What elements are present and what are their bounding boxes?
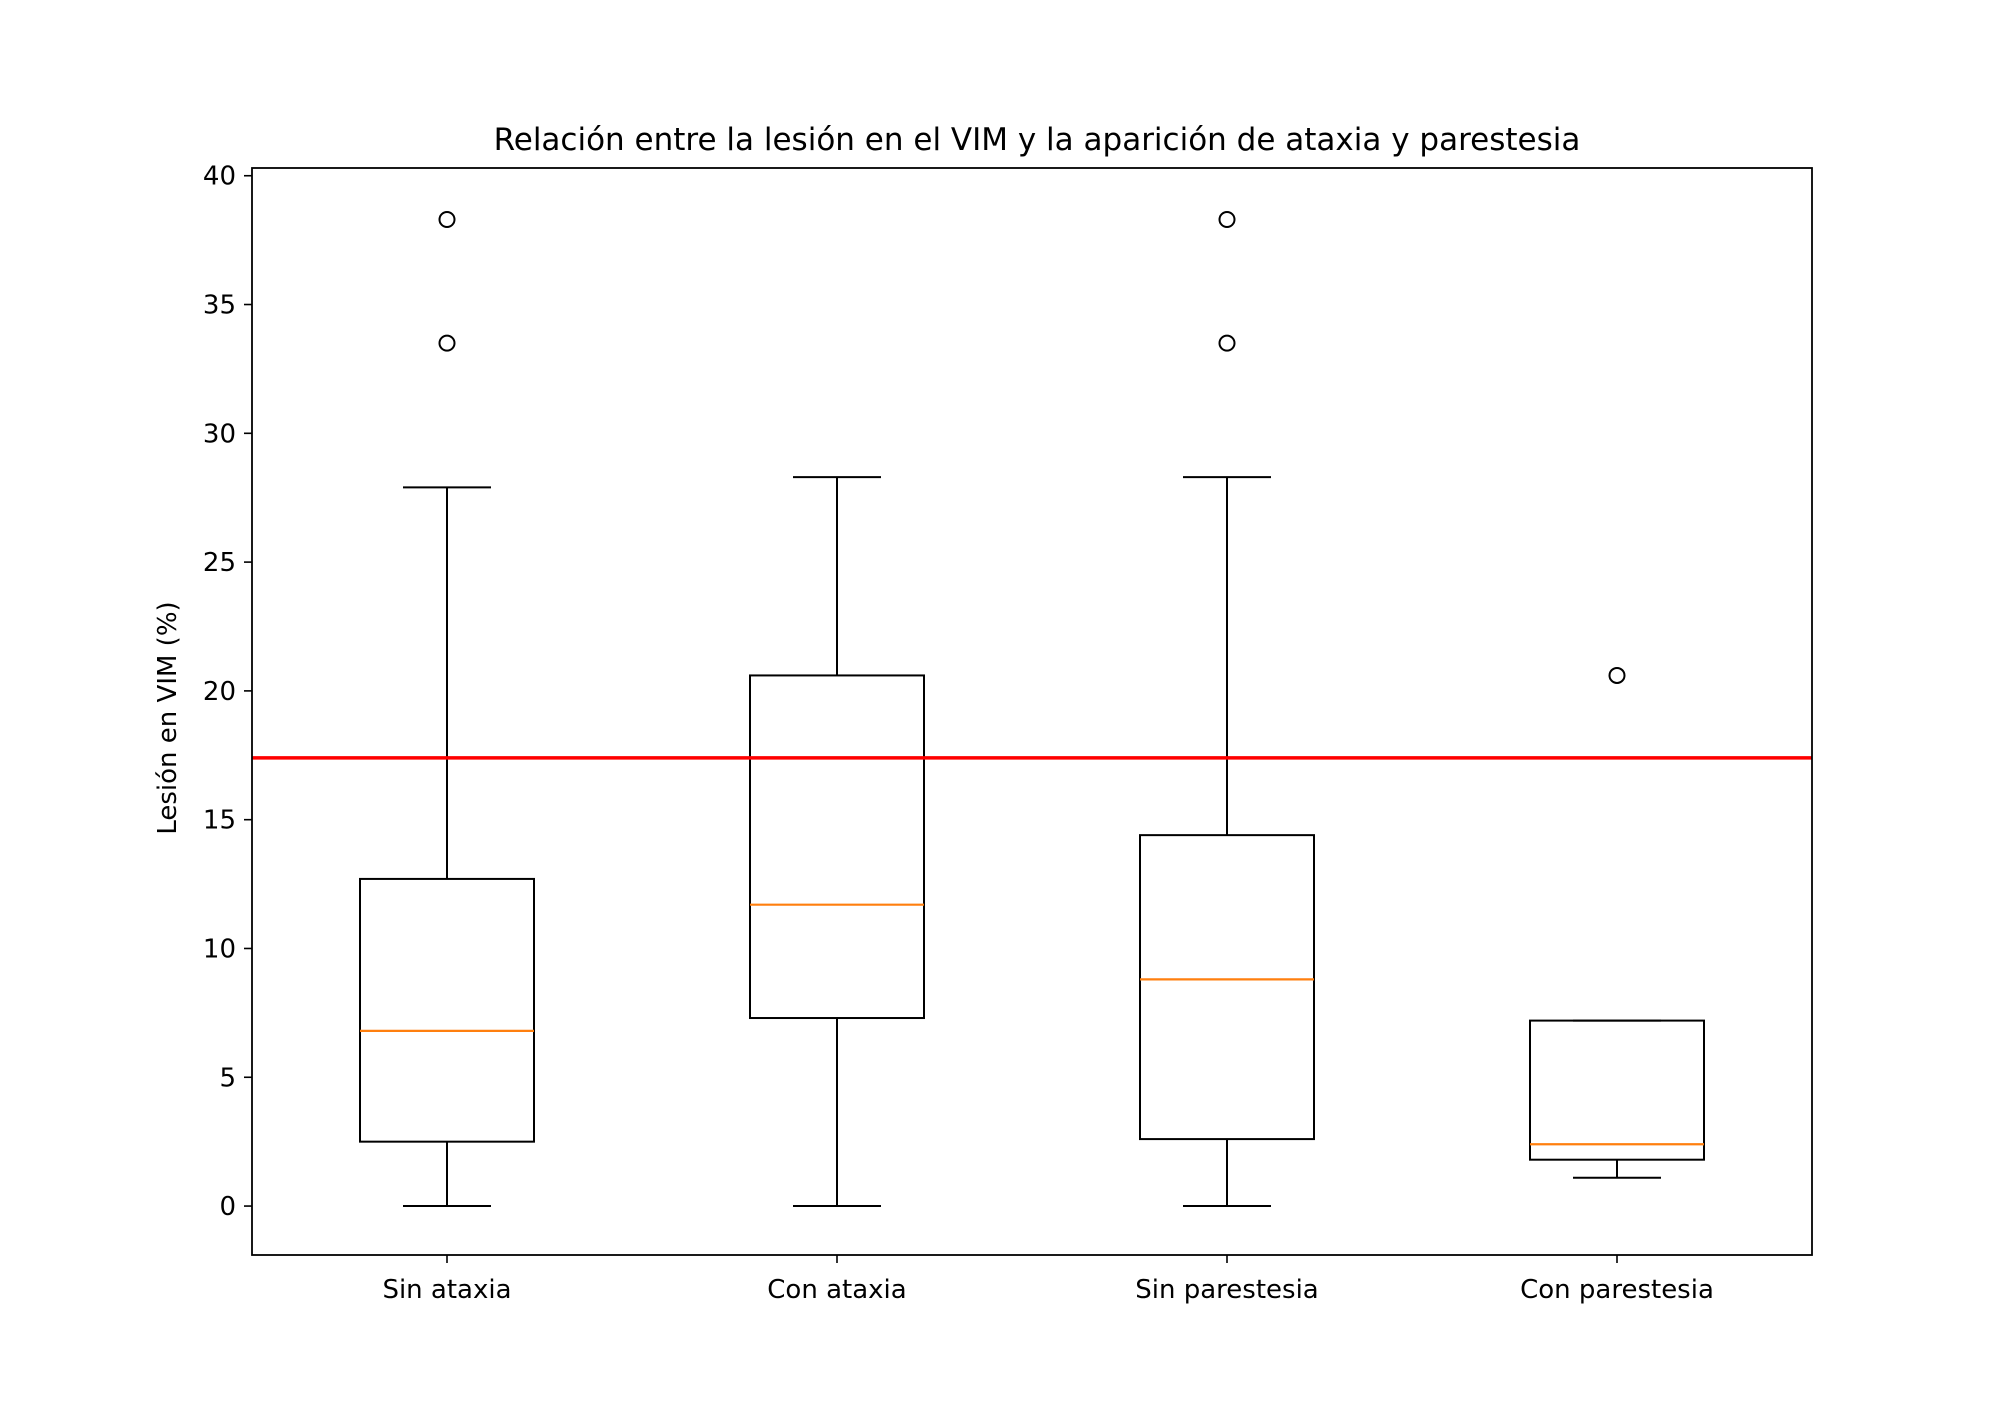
y-tick-label: 20 [203, 677, 236, 707]
box-iqr [1529, 1019, 1705, 1161]
y-tick-label: 5 [219, 1063, 236, 1093]
x-tick-label: Sin parestesia [1135, 1275, 1318, 1305]
x-tick-label: Sin ataxia [382, 1275, 511, 1305]
y-axis-label: Lesión en VIM (%) [153, 601, 183, 834]
y-tick-label: 30 [203, 419, 236, 449]
box-iqr [359, 877, 535, 1143]
outlier-point [1218, 211, 1236, 229]
chart-title: Relación entre la lesión en el VIM y la … [494, 122, 1581, 158]
outlier-point [438, 211, 456, 229]
box-iqr [749, 674, 925, 1020]
y-tick-label: 15 [203, 806, 236, 836]
y-tick-label: 10 [203, 934, 236, 964]
outlier-point [1608, 666, 1626, 684]
x-tick-label: Con parestesia [1520, 1275, 1714, 1305]
y-tick-label: 40 [203, 162, 236, 192]
outlier-point [438, 334, 456, 352]
axes-frame [251, 167, 1813, 1256]
y-tick-label: 25 [203, 548, 236, 578]
box-iqr [1139, 834, 1315, 1141]
y-tick-label: 35 [203, 291, 236, 321]
plot-area: 0 5 10 15 20 25 30 35 40 Sin ataxia Con ataxia Sin … [203, 162, 1813, 1305]
x-tick-label: Con ataxia [767, 1275, 906, 1305]
y-tick-label: 0 [219, 1192, 236, 1222]
outlier-point [1218, 334, 1236, 352]
